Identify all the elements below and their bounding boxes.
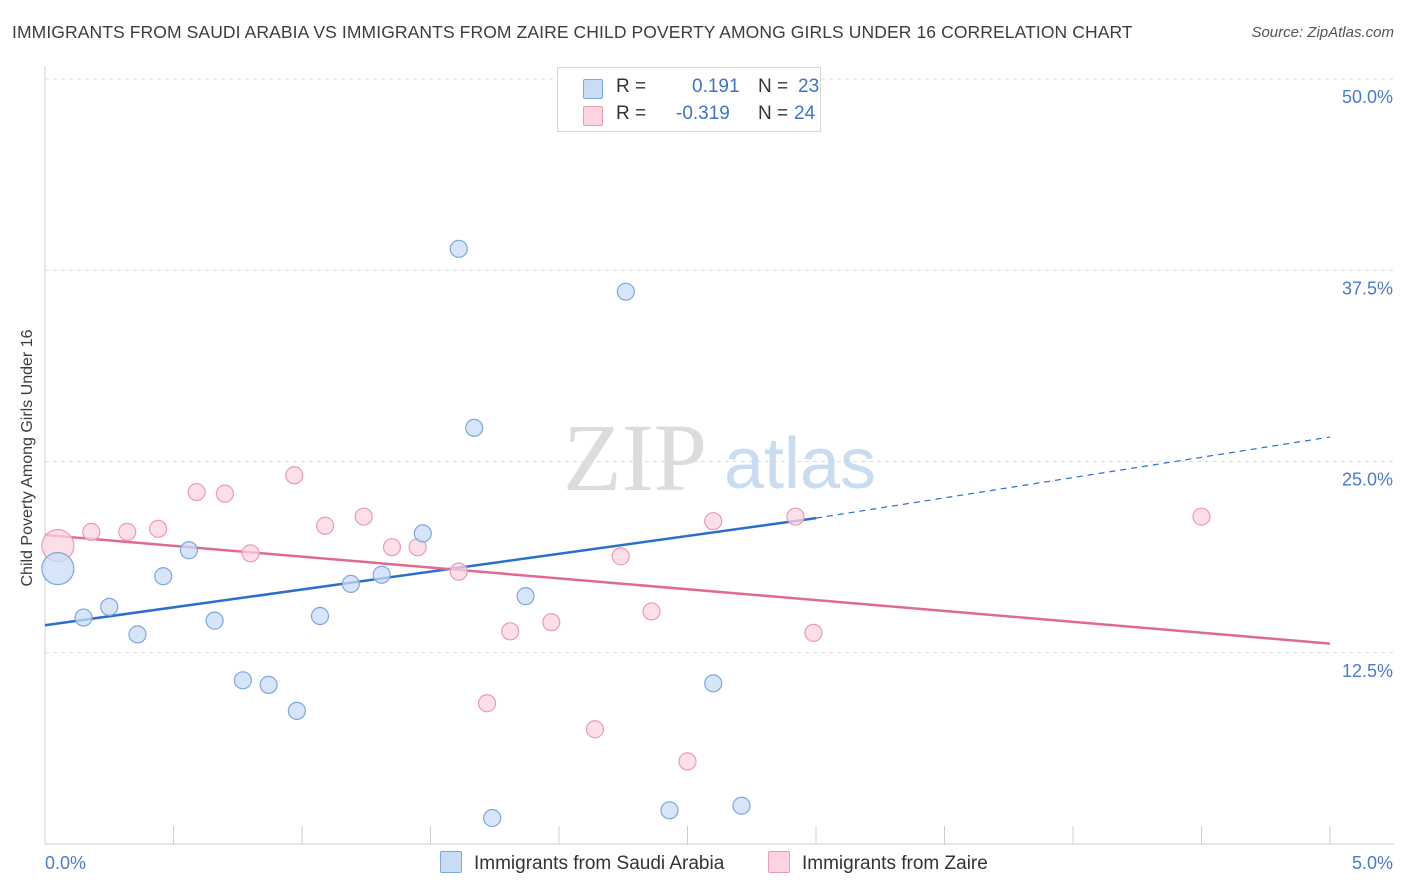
point-zaire (382, 538, 402, 557)
point-saudi (732, 796, 751, 815)
point-saudi (704, 674, 723, 693)
legend-r-label: R = (616, 103, 647, 124)
watermark: ZIP atlas (563, 404, 876, 511)
bottom-legend-saudi: Immigrants from Saudi Arabia (440, 851, 724, 875)
source-label: Source: ZipAtlas.com (1251, 24, 1394, 41)
data-points (41, 68, 1211, 828)
point-zaire (804, 623, 823, 642)
bottom-legend-label-zaire: Immigrants from Zaire (802, 853, 988, 874)
legend-n-label: N = (758, 103, 789, 124)
point-saudi (233, 671, 252, 690)
legend-swatch-saudi (583, 79, 603, 99)
bottom-legend-swatch-zaire (768, 851, 790, 873)
point-saudi (41, 551, 75, 586)
legend-n-value: 23 (798, 76, 820, 97)
y-tick-label: 50.0% (1342, 87, 1393, 107)
y-tick-label: 25.0% (1342, 470, 1393, 490)
watermark-atlas: atlas (724, 424, 876, 504)
point-zaire (704, 512, 723, 531)
trend-line-saudi (44, 516, 817, 627)
point-saudi (179, 541, 199, 560)
point-saudi (74, 608, 93, 627)
legend-r-label: R = (616, 76, 647, 97)
point-zaire (118, 522, 137, 541)
axes (44, 66, 1394, 845)
gridlines (45, 78, 1394, 654)
point-saudi (100, 597, 119, 616)
trend-line-zaire (44, 533, 1331, 645)
point-saudi (372, 565, 391, 584)
point-saudi (449, 239, 468, 258)
point-zaire (585, 720, 605, 739)
bottom-legend-label-saudi: Immigrants from Saudi Arabia (474, 853, 725, 874)
legend-n-label: N = (758, 76, 789, 97)
point-saudi (154, 567, 173, 586)
x-tick-label: 5.0% (1352, 853, 1393, 873)
point-zaire (215, 484, 234, 503)
bottom-legend-zaire: Immigrants from Zaire (768, 851, 988, 875)
y-tick-label: 37.5% (1342, 278, 1393, 298)
x-tick-label: 0.0% (45, 853, 86, 873)
legend-swatch-zaire (583, 106, 603, 126)
point-saudi (310, 606, 330, 626)
point-saudi (413, 524, 432, 543)
bottom-legend-swatch-saudi (440, 851, 462, 873)
point-saudi (516, 587, 535, 606)
point-zaire (542, 613, 561, 632)
point-zaire (449, 562, 468, 581)
point-saudi (128, 625, 147, 644)
tick-labels: 12.5% 25.0% 37.5% 50.0% 0.0% 5.0% (45, 87, 1393, 873)
point-saudi (465, 418, 484, 437)
point-saudi (616, 282, 635, 301)
point-saudi (259, 675, 278, 694)
point-zaire (354, 507, 373, 526)
point-zaire (187, 483, 206, 502)
point-zaire (642, 602, 661, 621)
stats-legend: R = 0.191 N = 23 R = -0.319 N = 24 (557, 67, 821, 132)
point-zaire (148, 519, 168, 538)
legend-n-value: 24 (794, 103, 816, 124)
point-zaire (501, 622, 520, 641)
legend-r-value: 0.191 (692, 76, 740, 97)
point-zaire (678, 752, 697, 771)
point-saudi (341, 574, 360, 594)
point-saudi (205, 611, 224, 630)
point-zaire (316, 516, 335, 535)
point-zaire (285, 466, 304, 485)
trend-line-saudi-dashed (815, 436, 1331, 519)
y-tick-label: 12.5% (1342, 661, 1393, 681)
point-saudi (483, 808, 502, 828)
point-zaire (241, 544, 260, 563)
point-zaire (786, 507, 805, 526)
point-zaire (1192, 507, 1211, 526)
chart-title: IMMIGRANTS FROM SAUDI ARABIA VS IMMIGRAN… (12, 22, 1133, 42)
point-saudi (660, 801, 679, 820)
point-zaire (611, 547, 630, 566)
watermark-zip: ZIP (563, 404, 707, 511)
legend-r-value: -0.319 (676, 103, 730, 124)
point-zaire (82, 522, 101, 541)
point-saudi (287, 701, 306, 720)
point-zaire (477, 694, 497, 713)
